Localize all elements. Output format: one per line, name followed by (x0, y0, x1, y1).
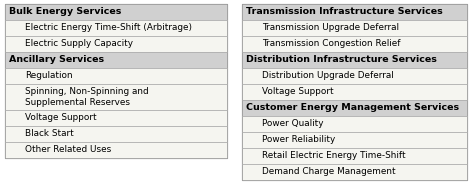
Text: Voltage Support: Voltage Support (262, 88, 334, 97)
Bar (5, 110, 227, 126)
Bar (242, 116, 467, 132)
Bar (5, 36, 227, 52)
Bar (5, 142, 227, 158)
Bar (5, 126, 227, 142)
Text: Bulk Energy Services: Bulk Energy Services (9, 7, 121, 17)
Bar (242, 4, 467, 180)
Bar (242, 52, 467, 68)
Bar (242, 20, 467, 36)
Bar (5, 84, 227, 110)
Text: Distribution Infrastructure Services: Distribution Infrastructure Services (246, 56, 437, 65)
Bar (5, 4, 227, 20)
Text: Black Start: Black Start (25, 129, 74, 138)
Text: Power Quality: Power Quality (262, 120, 323, 129)
Text: Power Reliability: Power Reliability (262, 136, 335, 144)
Text: Customer Energy Management Services: Customer Energy Management Services (246, 104, 459, 113)
Bar (242, 68, 467, 84)
Text: Voltage Support: Voltage Support (25, 113, 97, 122)
Text: Transmission Upgrade Deferral: Transmission Upgrade Deferral (262, 24, 399, 33)
Bar (5, 52, 227, 68)
Text: Other Related Uses: Other Related Uses (25, 145, 111, 154)
Text: Transmission Infrastructure Services: Transmission Infrastructure Services (246, 7, 443, 17)
Bar (242, 148, 467, 164)
Text: Spinning, Non-Spinning and
Supplemental Reserves: Spinning, Non-Spinning and Supplemental … (25, 87, 149, 107)
Text: Electric Energy Time-Shift (Arbitrage): Electric Energy Time-Shift (Arbitrage) (25, 24, 192, 33)
Bar (242, 164, 467, 180)
Bar (5, 4, 227, 158)
Text: Regulation: Regulation (25, 72, 73, 81)
Bar (242, 4, 467, 20)
Text: Transmission Congestion Relief: Transmission Congestion Relief (262, 40, 401, 49)
Text: Electric Supply Capacity: Electric Supply Capacity (25, 40, 133, 49)
Text: Ancillary Services: Ancillary Services (9, 56, 104, 65)
Bar (5, 68, 227, 84)
Bar (5, 20, 227, 36)
Text: Distribution Upgrade Deferral: Distribution Upgrade Deferral (262, 72, 394, 81)
Bar (242, 100, 467, 116)
Bar (242, 84, 467, 100)
Bar (242, 36, 467, 52)
Bar (242, 132, 467, 148)
Text: Retail Electric Energy Time-Shift: Retail Electric Energy Time-Shift (262, 152, 405, 160)
Text: Demand Charge Management: Demand Charge Management (262, 168, 396, 176)
